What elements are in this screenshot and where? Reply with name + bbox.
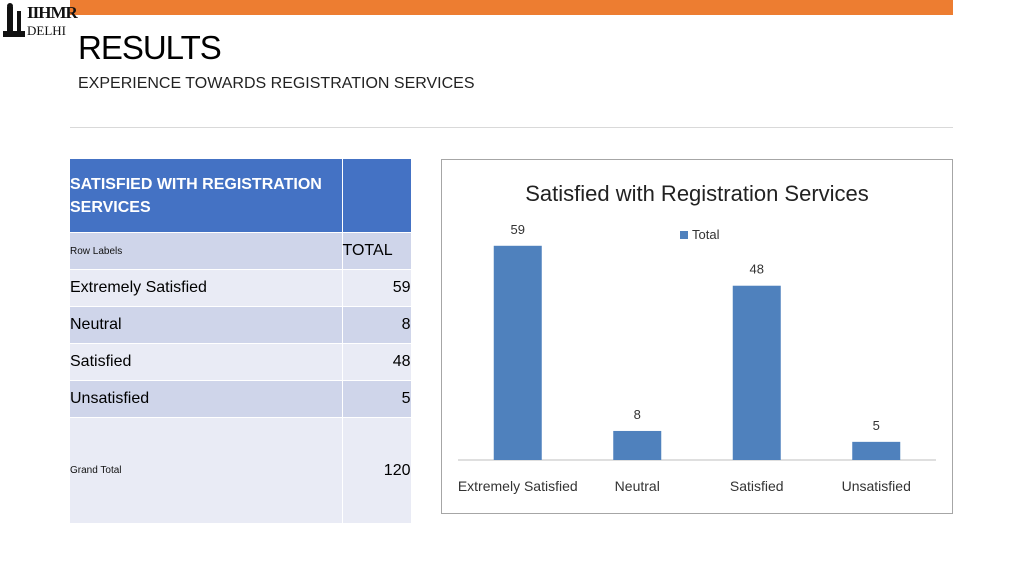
row-label: Extremely Satisfied [70,269,343,307]
x-tick-label: Neutral [615,478,660,494]
legend-label: Total [692,227,720,242]
chart-svg: Satisfied with Registration Services Tota… [458,181,936,494]
x-tick-label: Satisfied [730,478,784,494]
row-value: 5 [342,380,412,418]
bar [852,441,901,460]
total-label: TOTAL [342,232,412,270]
legend-swatch [680,231,688,239]
row-label: Unsatisfied [70,380,343,418]
bar [732,285,781,460]
data-label: 8 [634,407,641,422]
table-row: Satisfied 48 [70,343,412,381]
logo-mark-icon [3,3,25,37]
data-label: 5 [873,418,880,433]
page-title: RESULTS [78,29,222,66]
x-tick-label: Extremely Satisfied [458,478,578,494]
table-labels-row: Row Labels TOTAL [70,232,412,270]
grand-total-value: 120 [342,417,412,524]
row-label: Satisfied [70,343,343,381]
grand-total-row: Grand Total 120 [70,417,412,524]
bar [493,245,542,460]
row-labels-label: Row Labels [70,232,343,270]
data-label: 59 [511,222,525,237]
row-value: 8 [342,306,412,344]
accent-bar [70,0,953,15]
logo-subtext: DELHI [27,23,66,38]
bar [613,430,662,460]
row-label: Neutral [70,306,343,344]
table-row: Neutral 8 [70,306,412,344]
logo-text: IIHMR [27,3,78,22]
logo: IIHMR DELHI [0,0,78,42]
table-header: SATISFIED WITH REGISTRATION SERVICES [70,159,343,233]
divider [70,127,953,128]
row-value: 48 [342,343,412,381]
row-value: 59 [342,269,412,307]
pivot-table: SATISFIED WITH REGISTRATION SERVICES Row… [70,159,412,524]
table-header-blank [342,159,412,233]
chart-title: Satisfied with Registration Services [525,181,869,206]
data-label: 48 [750,262,764,277]
table-header-row: SATISFIED WITH REGISTRATION SERVICES [70,159,412,233]
bar-chart: Satisfied with Registration Services Tota… [441,159,953,514]
table-row: Extremely Satisfied 59 [70,269,412,307]
table-row: Unsatisfied 5 [70,380,412,418]
grand-total-label: Grand Total [70,417,343,524]
page-subtitle: EXPERIENCE TOWARDS REGISTRATION SERVICES [78,75,475,92]
x-tick-label: Unsatisfied [842,478,911,494]
